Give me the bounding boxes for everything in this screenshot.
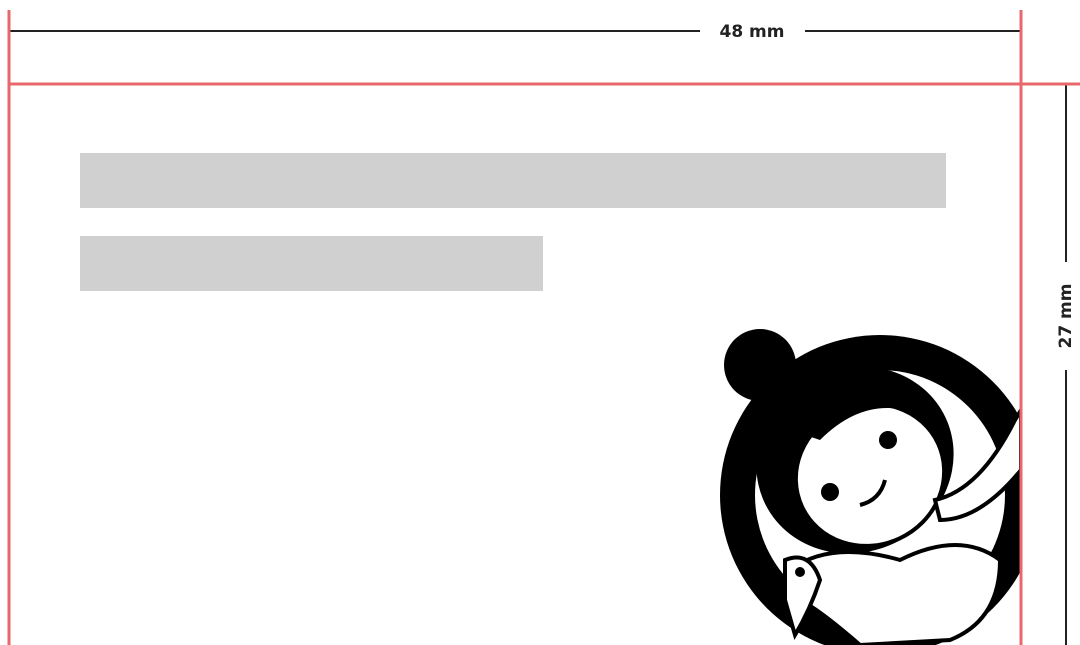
width-label: 48 mm [719,22,784,42]
label-template: 48 mm 27 mm [0,0,1080,645]
height-dimension: 27 mm [1056,84,1076,645]
page: 48 mm 27 mm (() => { const data = JSON.p… [0,0,1080,645]
width-dimension: 48 mm [9,22,1021,42]
text-placeholder [80,236,543,291]
height-label: 27 mm [1056,283,1076,348]
text-placeholder [80,153,946,208]
mascot-illustration [720,329,1040,645]
